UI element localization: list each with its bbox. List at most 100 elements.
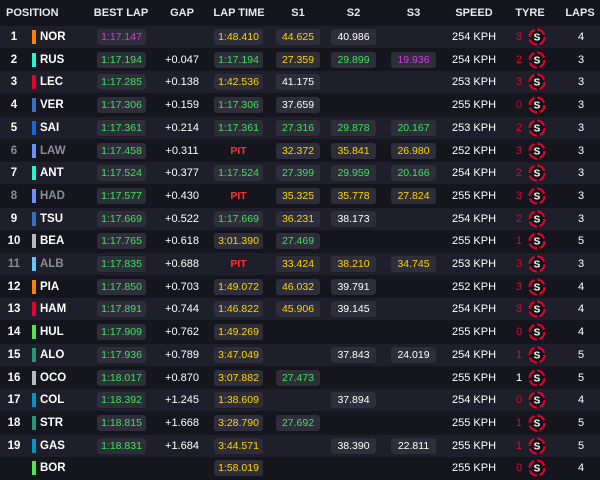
soft-tyre-icon: S [528, 209, 546, 228]
driver-code: NOR [40, 31, 66, 43]
tyre-age: 1 [515, 371, 523, 384]
svg-text:S: S [534, 146, 541, 157]
lap-time-value: 3:28.790 [214, 414, 263, 431]
gap-value: +1.668 [165, 416, 199, 429]
laps-count: 5 [577, 371, 585, 384]
laps-count: 4 [577, 326, 585, 339]
table-row[interactable]: 3 LEC 1:17.285 +0.138 1:42.536 41.175 253 KPH 3… [0, 71, 600, 94]
header-gap[interactable]: GAP [170, 7, 194, 19]
table-row[interactable]: 1 NOR 1:17.147 1:48.410 44.625 40.986 254 KPH 3… [0, 26, 600, 48]
speed-value: 255 KPH [451, 371, 497, 384]
table-row[interactable]: 13 HAM 1:17.891 +0.744 1:46.822 45.906 39.145 2… [0, 298, 600, 321]
table-row[interactable]: 2 RUS 1:17.194 +0.047 1:17.194 27.359 29.899 19… [0, 48, 600, 71]
driver-code: GAS [40, 439, 65, 452]
position-number: 9 [10, 212, 18, 225]
position-number: 14 [7, 326, 21, 339]
table-row[interactable]: 19 GAS 1:18.831 +1.684 3:44.571 38.390 22.811 2… [0, 434, 600, 457]
soft-tyre-icon: S [528, 255, 546, 273]
table-row[interactable]: 14 HUL 1:17.909 +0.762 1:49.269 255 KPH 0 S 4 [0, 321, 600, 344]
driver-code: HUL [40, 326, 64, 339]
speed-value: 254 KPH [451, 303, 497, 316]
table-row[interactable]: 5 SAI 1:17.361 +0.214 1:17.361 27.316 29.878 20… [0, 116, 600, 139]
table-row[interactable]: 10 BEA 1:17.765 +0.618 3:01.390 27.469 255 KPH… [0, 230, 600, 253]
table-row[interactable]: 8 HAD 1:17.577 +0.430 PIT 35.325 35.778 27.824 2… [0, 184, 600, 207]
header-s3[interactable]: S3 [406, 7, 421, 19]
driver-code: ALB [40, 258, 64, 270]
table-row[interactable]: 15 ALO 1:17.936 +0.789 3:47.049 37.843 24.019 2… [0, 343, 600, 366]
table-row[interactable]: 9 TSU 1:17.669 +0.522 1:17.669 36.231 38.173 25… [0, 207, 600, 230]
laps-count: 4 [577, 31, 585, 43]
team-color-bar [32, 166, 36, 181]
table-row[interactable]: 12 PIA 1:17.850 +0.703 1:49.072 46.032 39.791 2… [0, 275, 600, 298]
position-number: 1 [10, 31, 18, 43]
lap-time-value: 1:49.072 [214, 278, 263, 295]
lap-time-value: 1:17.361 [214, 119, 263, 136]
header-best-lap[interactable]: BEST LAP [93, 7, 149, 19]
best-lap-value: 1:17.835 [97, 256, 146, 272]
laps-count: 3 [577, 167, 585, 180]
gap-value: +0.159 [165, 99, 199, 112]
table-row[interactable]: 4 VER 1:17.306 +0.159 1:17.306 37.659 255 KPH 0… [0, 94, 600, 117]
sector-2-value: 35.841 [331, 142, 376, 159]
lap-time-value: 1:42.536 [214, 74, 263, 91]
sector-3-value: 19.936 [391, 51, 436, 68]
driver-code: OCO [40, 371, 67, 384]
sector-2-value: 38.210 [331, 256, 376, 272]
table-row[interactable]: 11 ALB 1:17.835 +0.688 PIT 33.424 38.210 34.745… [0, 253, 600, 275]
header-s2[interactable]: S2 [346, 7, 361, 19]
lap-time-value: 1:49.269 [214, 324, 263, 341]
soft-tyre-icon: S [528, 73, 546, 91]
table-row[interactable]: BOR 1:58.019 255 KPH 0 S 4 [0, 457, 600, 480]
laps-count: 3 [577, 144, 585, 157]
team-color-bar [32, 279, 36, 294]
sector-1-value: 33.424 [276, 256, 320, 272]
best-lap-value: 1:17.850 [97, 278, 146, 295]
lap-time-value: PIT [230, 258, 247, 270]
lap-time-value: 1:46.822 [214, 301, 263, 318]
header-laps[interactable]: LAPS [565, 7, 595, 19]
speed-value: 254 KPH [451, 53, 497, 66]
svg-text:S: S [534, 33, 541, 44]
sector-1-value: 45.906 [276, 301, 320, 318]
gap-value: +0.688 [165, 258, 199, 270]
lap-time-value: 1:17.194 [214, 51, 263, 68]
sector-2-value: 29.959 [331, 165, 376, 182]
table-row[interactable]: 6 LAW 1:17.458 +0.311 PIT 32.372 35.841 26.980 2… [0, 139, 600, 162]
driver-code: LEC [40, 76, 63, 89]
team-color-bar [32, 211, 36, 226]
header-position[interactable]: POSITION [6, 7, 59, 19]
soft-tyre-icon: S [528, 436, 546, 455]
sector-2-value: 39.791 [331, 278, 376, 295]
header-speed[interactable]: SPEED [455, 7, 493, 19]
position-number: 11 [7, 258, 21, 270]
driver-code: STR [40, 416, 63, 429]
svg-text:S: S [534, 328, 541, 339]
gap-value: +0.703 [165, 280, 199, 293]
team-color-bar [32, 75, 36, 90]
gap-value: +0.138 [165, 76, 199, 89]
speed-value: 255 KPH [451, 99, 497, 112]
header-tyre[interactable]: TYRE [515, 7, 545, 19]
table-row[interactable]: 7 ANT 1:17.524 +0.377 1:17.524 27.399 29.959 20… [0, 162, 600, 185]
team-color-bar [32, 415, 36, 430]
best-lap-value: 1:18.392 [97, 392, 146, 409]
table-row[interactable]: 16 OCO 1:18.017 +0.870 3:07.882 27.473 255 KPH… [0, 366, 600, 389]
gap-value: +0.430 [165, 189, 199, 202]
sector-3-value: 26.980 [391, 142, 436, 159]
speed-value: 255 KPH [451, 439, 497, 452]
laps-count: 5 [577, 416, 585, 429]
table-row[interactable]: 17 COL 1:18.392 +1.245 1:38.609 37.894 254 KPH… [0, 389, 600, 412]
lap-time-value: 3:47.049 [214, 346, 263, 363]
table-row[interactable]: 18 STR 1:18.815 +1.668 3:28.790 27.692 255 KPH… [0, 411, 600, 434]
lap-time-value: 1:17.524 [214, 165, 263, 182]
header-lap-time[interactable]: LAP TIME [213, 7, 265, 19]
position-number: 16 [7, 371, 21, 384]
best-lap-value: 1:17.147 [97, 29, 146, 45]
gap-value: +1.684 [165, 439, 199, 452]
best-lap-value: 1:17.765 [97, 233, 146, 250]
team-color-bar [32, 120, 36, 135]
header-s1[interactable]: S1 [291, 7, 305, 19]
svg-text:S: S [534, 396, 541, 407]
speed-value: 255 KPH [451, 326, 497, 339]
soft-tyre-icon: S [528, 300, 546, 318]
